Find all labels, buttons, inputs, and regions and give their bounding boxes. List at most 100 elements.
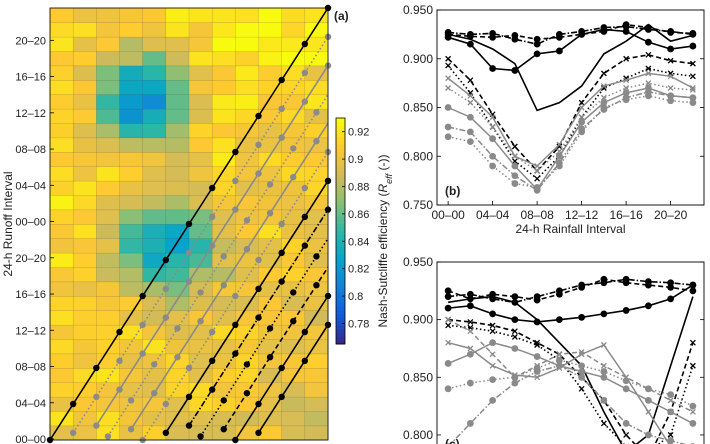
heatmap-cell <box>96 122 121 139</box>
heatmap-cell <box>49 310 74 326</box>
colorbar-step <box>336 313 345 319</box>
heatmap-cell <box>96 209 121 225</box>
diagonal-marker <box>116 328 123 336</box>
heatmap-cell <box>49 324 74 340</box>
diagonal-marker <box>266 181 274 188</box>
data-point <box>511 180 519 187</box>
colorbar-step <box>336 212 345 217</box>
diagonal-marker <box>301 357 309 364</box>
colorbar-step <box>336 208 345 213</box>
colorbar-step <box>336 197 345 202</box>
diagonal-marker <box>232 350 239 357</box>
data-point <box>578 362 586 370</box>
x-tick-label: 12–12 <box>565 208 599 222</box>
heatmap-cell <box>188 7 213 23</box>
data-point <box>445 75 452 82</box>
diagonal-marker <box>278 278 285 285</box>
diagonal-marker <box>301 184 309 192</box>
colorbar-step <box>336 121 345 127</box>
panel-label: (c) <box>445 437 460 444</box>
heatmap-cell <box>96 22 121 38</box>
plot-frame <box>436 9 705 206</box>
data-point <box>555 33 563 41</box>
data-point <box>534 175 541 182</box>
colorbar-step <box>336 253 345 258</box>
heatmap-cell <box>188 252 213 268</box>
colorbar-step <box>336 279 345 285</box>
data-point <box>511 372 518 378</box>
heatmap-cell <box>49 137 74 153</box>
diagonal-marker <box>69 429 77 436</box>
heatmap-cell <box>96 353 121 369</box>
heatmap-cell <box>142 36 167 52</box>
heatmap-cell <box>72 180 97 196</box>
data-point <box>689 73 696 80</box>
heatmap-cell <box>49 108 74 124</box>
colorbar-step <box>336 321 345 326</box>
heatmap-cell <box>72 108 97 124</box>
heatmap-cell <box>72 295 97 311</box>
data-point <box>533 35 541 43</box>
series-line <box>449 364 687 444</box>
heatmap-cell <box>142 238 167 254</box>
diagonal-marker <box>185 249 193 256</box>
diagonal-marker <box>185 278 193 285</box>
colorbar-step <box>336 178 345 183</box>
data-point <box>578 351 585 358</box>
heatmap-cell <box>119 267 144 283</box>
data-point <box>466 40 474 48</box>
data-point <box>511 172 519 180</box>
series-line <box>448 278 693 304</box>
y-tick-label: 0.950 <box>403 255 433 269</box>
colorbar-step <box>336 133 345 138</box>
data-point <box>467 318 474 325</box>
data-point <box>689 408 696 415</box>
heatmap-cell <box>142 267 167 283</box>
colorbar-step <box>336 287 345 292</box>
data-point <box>689 420 697 427</box>
heatmap-cell <box>304 425 329 441</box>
heatmap-cell <box>211 137 236 153</box>
diagonal-marker <box>290 289 297 296</box>
heatmap-cell <box>96 396 121 412</box>
y-tick-label: 0.900 <box>403 313 433 327</box>
heatmap-cell <box>281 367 306 383</box>
heatmap-y-ticks: 00–00 04–04 08–08 12–12 16–16 20–20 00–00 04–04… <box>15 35 54 444</box>
data-point <box>555 290 563 298</box>
heatmap-cell <box>49 252 74 268</box>
heatmap-cell <box>211 267 236 283</box>
data-point <box>444 287 452 295</box>
heatmap-cell <box>119 238 144 254</box>
data-point <box>445 85 452 91</box>
heatmap-cell <box>188 166 213 182</box>
heatmap-cell <box>119 137 144 153</box>
data-point <box>444 104 452 111</box>
heatmap-cell <box>49 194 74 211</box>
diagonal-marker <box>301 69 309 77</box>
plot-series <box>444 21 697 194</box>
colorbar-step <box>336 159 345 164</box>
heatmap-cell <box>96 367 121 383</box>
heatmap-cell <box>281 382 306 398</box>
data-point <box>467 92 474 99</box>
diagonal-marker <box>301 242 309 249</box>
diagonal-marker <box>104 433 112 440</box>
colorbar-tick-label: 0.86 <box>348 209 369 221</box>
diagonal-marker <box>174 354 181 361</box>
data-point <box>644 385 652 393</box>
heatmap-cell <box>165 22 190 38</box>
heatmap-cell <box>165 79 190 95</box>
heatmap-cell <box>72 411 97 427</box>
data-point <box>489 135 497 143</box>
colorbar-step <box>336 166 345 172</box>
heatmap-cell <box>281 7 306 23</box>
diagonal-marker <box>208 242 216 249</box>
heatmap-cell <box>235 295 259 311</box>
diagonal-marker <box>255 285 262 292</box>
heatmap-cell <box>49 425 74 441</box>
data-point <box>489 310 497 318</box>
heatmap-cell <box>49 339 74 355</box>
heatmap-cell <box>258 65 283 81</box>
colorbar-step <box>336 246 345 251</box>
heatmap-cell <box>235 180 259 196</box>
